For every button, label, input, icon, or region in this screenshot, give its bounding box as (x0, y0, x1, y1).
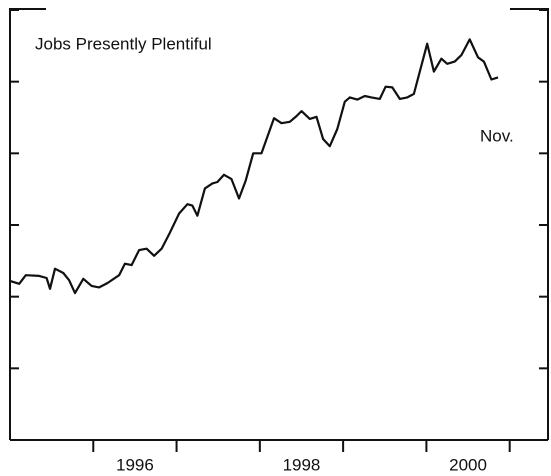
x-tick-label: 2000 (449, 455, 487, 474)
annotation: Nov. (480, 126, 514, 145)
x-tick-label: 1998 (283, 455, 321, 474)
data-line (9, 38, 499, 295)
chart-title: Jobs Presently Plentiful (35, 34, 212, 53)
x-tick-label: 1996 (116, 455, 154, 474)
